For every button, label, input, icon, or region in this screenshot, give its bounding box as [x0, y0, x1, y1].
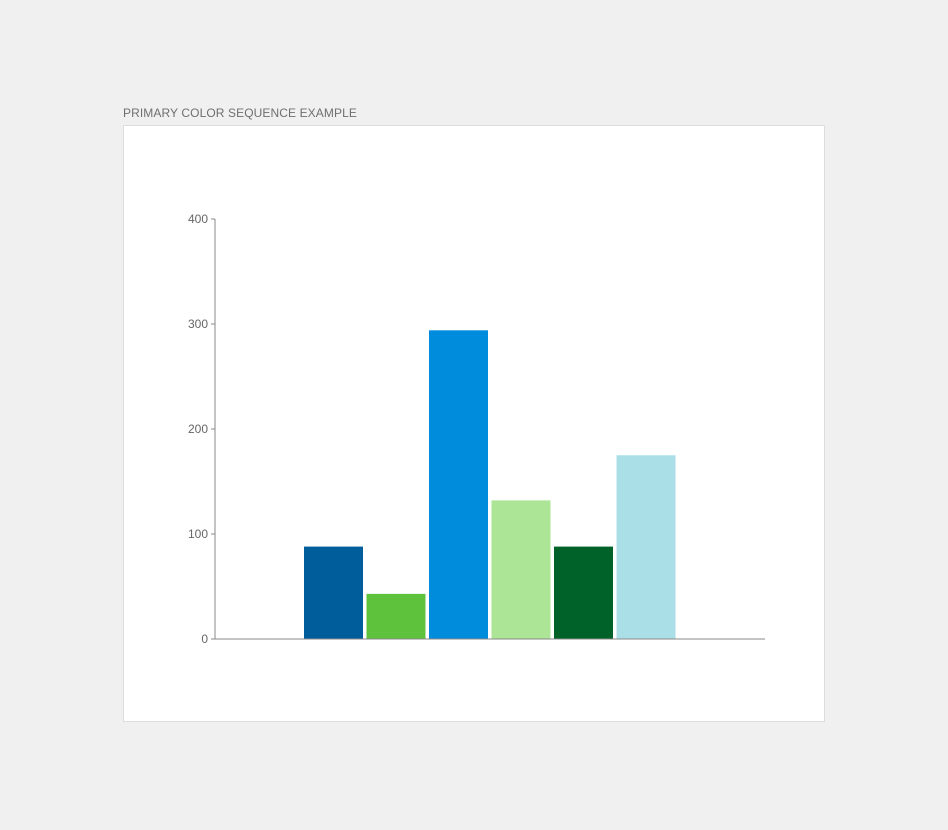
- chart-caption: PRIMARY COLOR SEQUENCE EXAMPLE: [123, 106, 357, 120]
- bar-4: [491, 500, 551, 639]
- bar-2: [366, 593, 426, 639]
- bar-6: [616, 455, 676, 639]
- y-tick-label: 200: [188, 422, 208, 436]
- y-tick-label: 0: [201, 632, 208, 646]
- bar-1: [304, 546, 363, 639]
- y-tick-label: 300: [188, 317, 208, 331]
- y-tick-label: 400: [188, 212, 208, 226]
- bar-3: [429, 330, 488, 639]
- chart-card: 0 100 200 300 400: [123, 125, 825, 722]
- bar-chart: 0 100 200 300 400: [188, 212, 765, 646]
- y-tick-label: 100: [188, 527, 208, 541]
- y-axis: 0 100 200 300 400: [188, 212, 216, 646]
- bar-series: [304, 330, 676, 639]
- bar-5: [554, 546, 613, 639]
